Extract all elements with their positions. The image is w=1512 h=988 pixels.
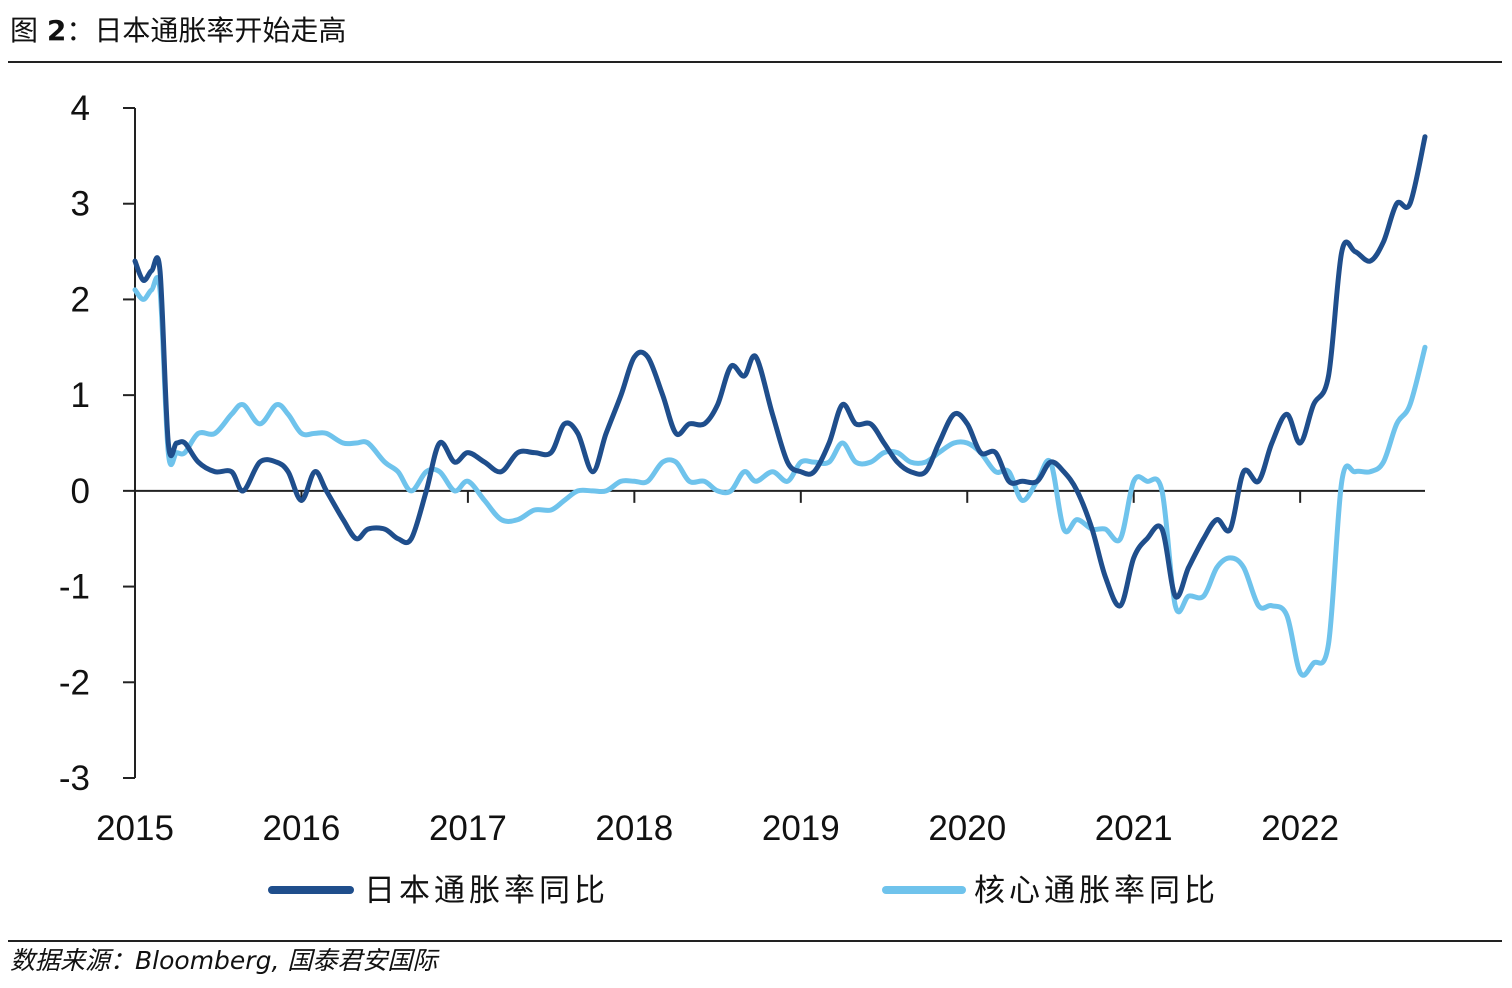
figure-number: 2: [46, 14, 67, 47]
figure-title: 日本通胀率开始走高: [94, 14, 347, 47]
x-tick-label: 2016: [263, 809, 341, 848]
x-tick-label: 2015: [96, 809, 174, 848]
figure-caption: 图 2：日本通胀率开始走高: [10, 8, 346, 54]
chart-legend: 日本通胀率同比 核心通胀率同比: [268, 873, 1219, 909]
x-tick-label: 2018: [595, 809, 673, 848]
y-tick-label: 0: [71, 472, 90, 511]
y-tick-label: 3: [71, 185, 90, 224]
x-tick-label: 2020: [928, 809, 1006, 848]
chart-series: [132, 134, 1428, 678]
y-tick-label: 2: [71, 280, 90, 319]
legend-label: 核心通胀率同比: [974, 873, 1219, 909]
bottom-rule: [8, 940, 1502, 942]
y-tick-label: -2: [59, 663, 90, 702]
series-line-headline-cpi: [132, 134, 1428, 609]
top-rule: [8, 61, 1502, 63]
series-line-core-cpi: [132, 275, 1428, 678]
x-tick-label: 2017: [429, 809, 507, 848]
x-tick-label: 2021: [1095, 809, 1173, 848]
y-tick-label: 1: [71, 376, 90, 415]
x-tick-label: 2022: [1261, 809, 1339, 848]
figure-separator: ：: [66, 14, 95, 47]
y-tick-label: 4: [71, 89, 90, 128]
source-note: 数据来源：Bloomberg, 国泰君安国际: [10, 946, 438, 975]
legend-label: 日本通胀率同比: [364, 873, 609, 909]
y-tick-label: -3: [59, 759, 90, 798]
figure-prefix: 图: [10, 14, 47, 47]
y-tick-label: -1: [59, 568, 90, 607]
x-tick-label: 2019: [762, 809, 840, 848]
